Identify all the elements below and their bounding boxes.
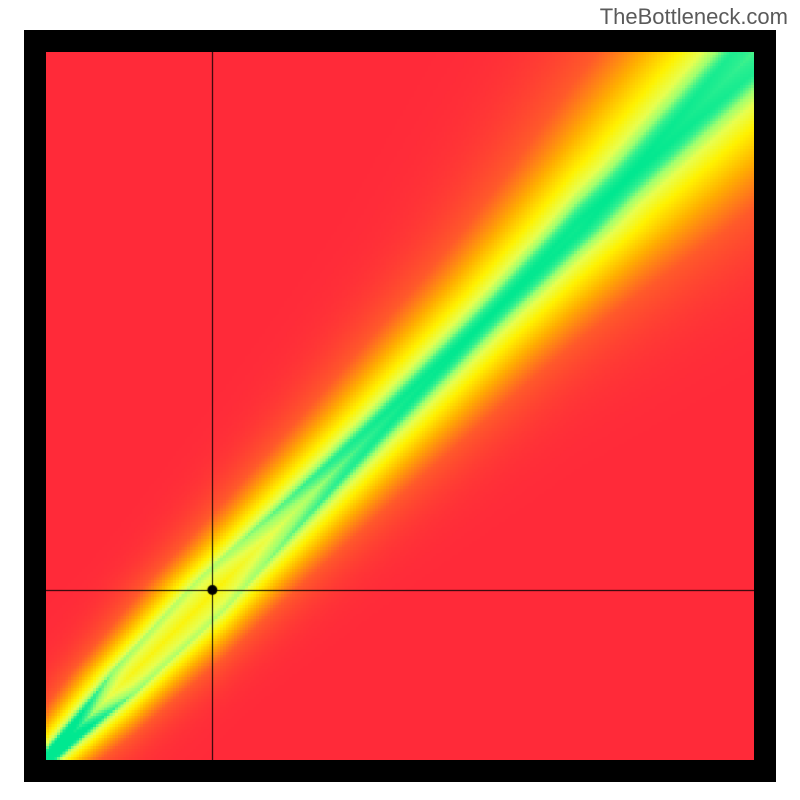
- crosshair-overlay: [46, 52, 754, 760]
- watermark-text: TheBottleneck.com: [600, 4, 788, 30]
- chart-frame: [24, 30, 776, 782]
